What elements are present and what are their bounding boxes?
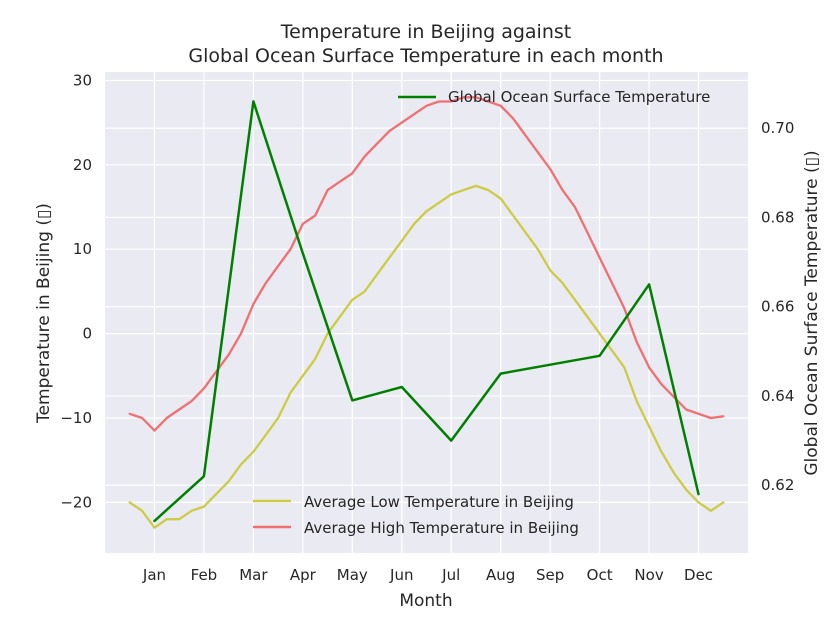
x-tick-label-mar: Mar [239,566,268,584]
x-tick-label-jan: Jan [142,566,166,584]
legend-label-high: Average High Temperature in Beijing [304,519,579,537]
x-axis-label: Month [399,591,452,611]
x-tick-label-sep: Sep [536,566,564,584]
y-tick-label-right-3: 0.68 [761,208,794,226]
series-line-average-low-temperature-in-beijing [128,184,725,529]
y-tick-label-right-0: 0.62 [761,476,794,494]
y-tick-label-left-5: 30 [73,71,92,89]
series-layer [128,96,725,529]
plot-background [105,72,748,553]
y-axis-label-left: Temperature in Beijing (▯) [34,203,54,424]
y-tick-label-left-1: −10 [60,409,92,427]
x-tick-label-aug: Aug [486,566,515,584]
x-tick-label-dec: Dec [684,566,713,584]
y-tick-label-right-4: 0.70 [761,119,794,137]
x-tick-label-jun: Jun [389,566,413,584]
x-tick-label-oct: Oct [587,566,613,584]
chart-title-line-2: Global Ocean Surface Temperature in each… [188,45,663,67]
legend-bottom: Average Low Temperature in Beijing Avera… [253,493,579,537]
series-line-average-high-temperature-in-beijing [128,96,725,432]
y-tick-label-left-0: −20 [60,493,92,511]
chart-title-line-1: Temperature in Beijing against [280,21,571,43]
x-tick-label-feb: Feb [191,566,218,584]
legend-top-right: Global Ocean Surface Temperature [398,88,710,106]
y-tick-label-left-2: 0 [82,325,92,343]
legend-label-low: Average Low Temperature in Beijing [304,493,574,511]
grid [105,72,748,553]
y-tick-label-left-4: 20 [73,156,92,174]
y-tick-label-right-2: 0.66 [761,298,794,316]
series-line-global-ocean-surface-temperature [153,100,700,523]
y-axis-label-right: Global Ocean Surface Temperature (▯) [802,150,822,475]
y-tick-label-right-1: 0.64 [761,387,794,405]
x-tick-label-jul: Jul [441,566,460,584]
x-tick-label-may: May [337,566,368,584]
x-tick-label-nov: Nov [634,566,663,584]
y-tick-label-left-3: 10 [73,240,92,258]
legend-label-ocean: Global Ocean Surface Temperature [448,88,710,106]
tick-labels: Jan Feb Mar Apr May Jun Jul Aug Sep Oct Nov Dec −20 −… [60,71,794,584]
x-tick-label-apr: Apr [290,566,317,584]
